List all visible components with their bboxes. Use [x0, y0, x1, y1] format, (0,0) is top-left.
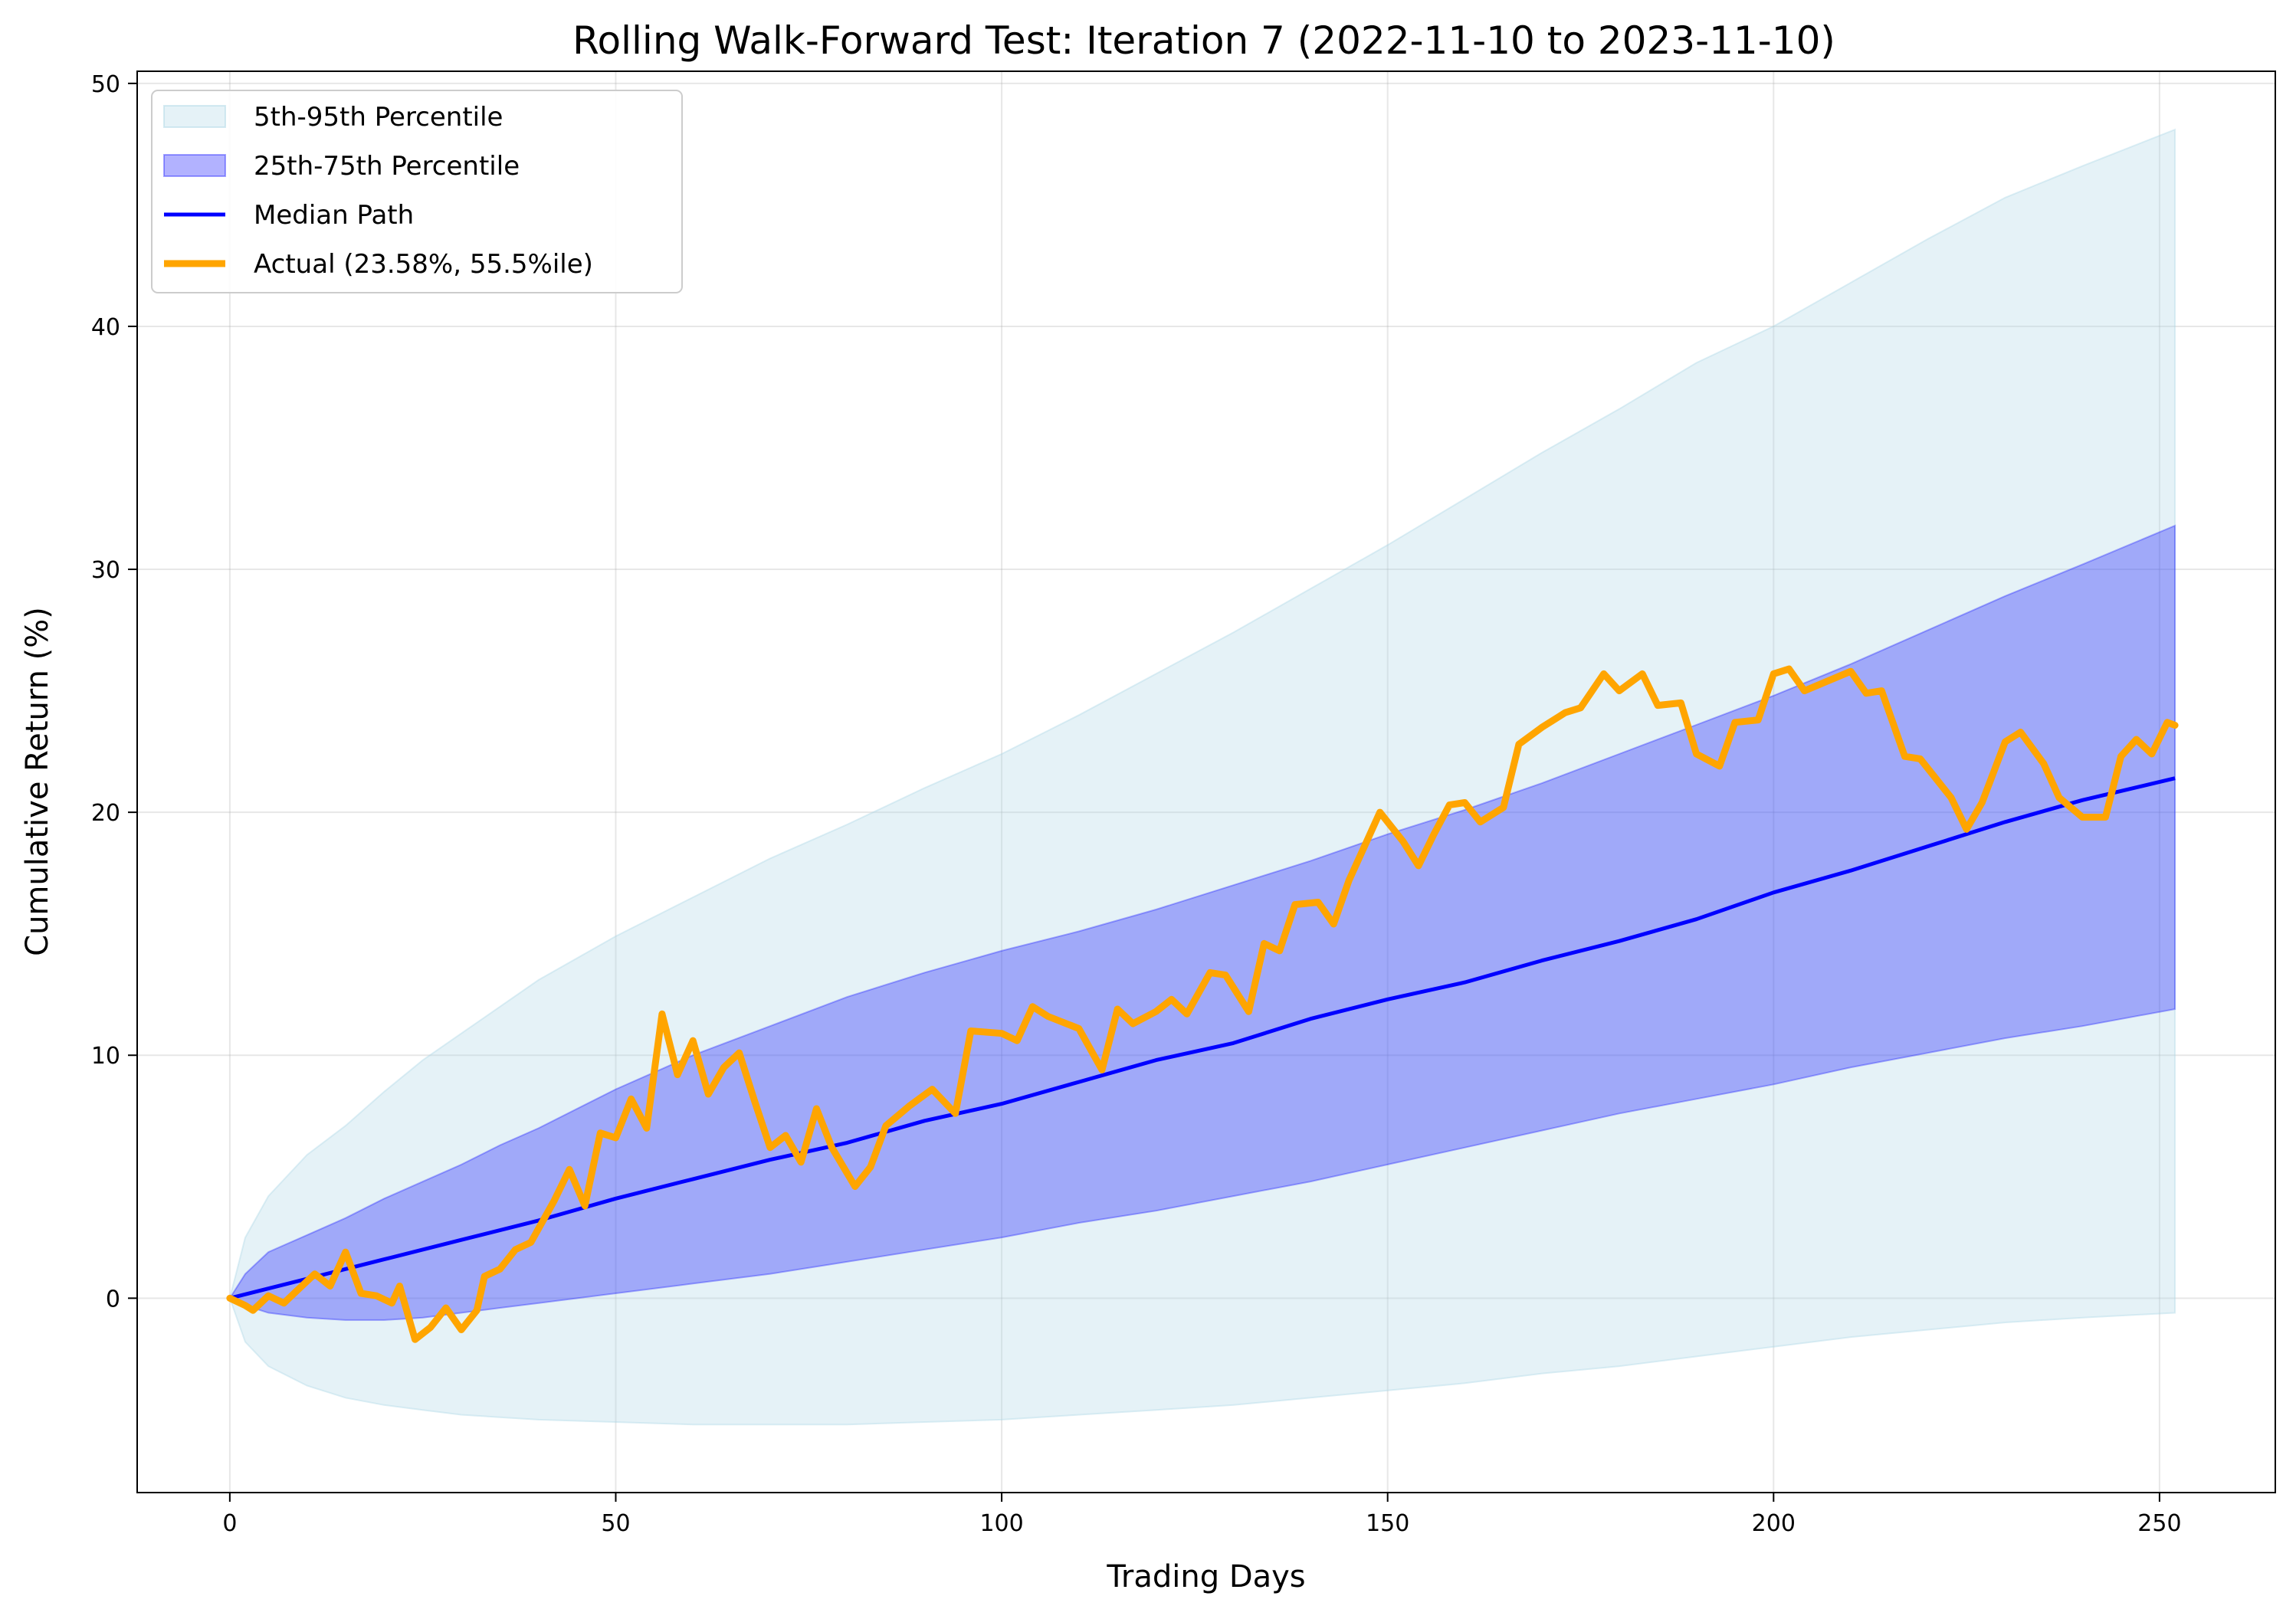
legend-label-median: Median Path [254, 200, 414, 231]
legend-label-5th-95th: 5th-95th Percentile [254, 102, 503, 133]
y-tick-label: 50 [91, 71, 120, 98]
band-5th-95th-percentile [228, 128, 2176, 1426]
x-tick-label: 200 [1752, 1510, 1796, 1537]
legend-frame [151, 90, 683, 293]
legend-swatch-25th-75th [163, 154, 226, 177]
y-tick-label: 30 [91, 557, 120, 584]
median-path-line [229, 776, 2176, 1300]
legend-item-25th-75th: 25th-75th Percentile [163, 151, 520, 182]
x-tick-label: 250 [2137, 1510, 2181, 1537]
band-25th-75th-percentile [228, 524, 2176, 1321]
legend-item-median: Median Path [164, 200, 414, 231]
x-axis-label: Trading Days [1106, 1559, 1305, 1594]
plot-frame [136, 70, 2276, 1493]
legend-item-actual: Actual (23.58%, 55.5%ile) [164, 249, 593, 280]
chart-title: Rolling Walk-Forward Test: Iteration 7 (… [572, 18, 1835, 63]
y-tick-label: 0 [106, 1286, 120, 1313]
grid-lines [137, 71, 2275, 1493]
x-tick-label: 0 [222, 1510, 237, 1537]
legend-item-5th-95th: 5th-95th Percentile [163, 102, 503, 133]
y-tick-label: 10 [91, 1043, 120, 1070]
legend-label-actual: Actual (23.58%, 55.5%ile) [254, 249, 593, 280]
legend: 5th-95th Percentile 25th-75th Percentile… [151, 90, 683, 293]
y-tick-label: 40 [91, 314, 120, 341]
y-axis-ticks: 0 10 20 30 40 50 [91, 71, 137, 1313]
x-tick-label: 100 [979, 1510, 1023, 1537]
x-axis-ticks: 0 50 100 150 200 250 [222, 1493, 2182, 1537]
x-tick-label: 50 [601, 1510, 630, 1537]
x-tick-label: 150 [1366, 1510, 1409, 1537]
actual-path-line [226, 665, 2179, 1343]
legend-label-25th-75th: 25th-75th Percentile [254, 151, 520, 182]
y-tick-label: 20 [91, 800, 120, 827]
data-layer [226, 128, 2179, 1426]
legend-swatch-5th-95th [163, 105, 226, 128]
y-axis-label: Cumulative Return (%) [20, 607, 55, 956]
